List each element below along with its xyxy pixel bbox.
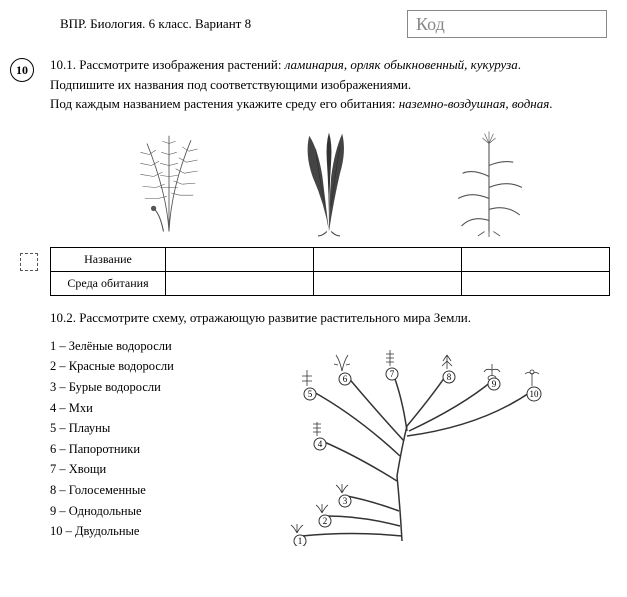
answer-cell[interactable]: [314, 247, 462, 271]
node-8: 8: [443, 371, 455, 383]
legend-item: 5 – Плауны: [50, 418, 230, 439]
doc-title: ВПР. Биология. 6 класс. Вариант 8: [60, 16, 407, 32]
answer-cell[interactable]: [462, 271, 610, 295]
row-label-name: Название: [51, 247, 166, 271]
svg-text:8: 8: [447, 372, 452, 382]
task-102-text: 10.2. Рассмотрите схему, отражающую разв…: [50, 310, 607, 326]
question-number-badge: 10: [10, 58, 34, 82]
legend-item: 2 – Красные водоросли: [50, 356, 230, 377]
plant-kelp-icon: [274, 127, 384, 237]
node-7: 7: [386, 368, 398, 380]
legend-item: 4 – Мхи: [50, 398, 230, 419]
svg-text:6: 6: [343, 374, 348, 384]
answer-cell[interactable]: [314, 271, 462, 295]
svg-text:7: 7: [390, 369, 395, 379]
legend-item: 7 – Хвощи: [50, 459, 230, 480]
answer-cell[interactable]: [166, 247, 314, 271]
evolution-tree-diagram: 1 2 3 4 5 6 7 8 9 10: [242, 336, 607, 550]
svg-text:10: 10: [530, 389, 540, 399]
answer-table: Название Среда обитания: [50, 247, 610, 296]
svg-text:5: 5: [308, 389, 313, 399]
plant-images-row: [50, 127, 607, 237]
answer-marker-box: [20, 253, 38, 271]
svg-text:9: 9: [492, 379, 497, 389]
habitat-list: наземно-воздушная, водная: [399, 96, 550, 111]
task-101-line2: Подпишите их названия под соответствующи…: [50, 76, 607, 94]
legend-item: 8 – Голосеменные: [50, 480, 230, 501]
plant-fern-icon: [114, 127, 224, 237]
legend-list: 1 – Зелёные водоросли 2 – Красные водоро…: [50, 336, 230, 550]
answer-cell[interactable]: [166, 271, 314, 295]
task-101-line3: Под каждым названием растения укажите ср…: [50, 95, 607, 113]
text: .: [518, 57, 521, 72]
node-9: 9: [488, 378, 500, 390]
task-101-line1: 10.1. Рассмотрите изображения растений: …: [50, 56, 607, 74]
node-4: 4: [314, 438, 326, 450]
code-input-box[interactable]: Код: [407, 10, 607, 38]
node-5: 5: [304, 388, 316, 400]
legend-item: 6 – Папоротники: [50, 439, 230, 460]
svg-text:1: 1: [298, 536, 303, 546]
legend-item: 3 – Бурые водоросли: [50, 377, 230, 398]
svg-text:2: 2: [323, 516, 328, 526]
text: .: [549, 96, 552, 111]
table-row: Среда обитания: [51, 271, 610, 295]
row-label-habitat: Среда обитания: [51, 271, 166, 295]
table-row: Название: [51, 247, 610, 271]
species-list: ламинария, орляк обыкновенный, кукуруза: [285, 57, 518, 72]
node-6: 6: [339, 373, 351, 385]
node-2: 2: [319, 515, 331, 527]
node-1: 1: [294, 535, 306, 546]
svg-text:3: 3: [343, 496, 348, 506]
svg-text:4: 4: [318, 439, 323, 449]
node-3: 3: [339, 495, 351, 507]
answer-cell[interactable]: [462, 247, 610, 271]
node-10: 10: [527, 387, 541, 401]
legend-item: 9 – Однодольные: [50, 501, 230, 522]
plant-corn-icon: [434, 127, 544, 237]
text: 10.1. Рассмотрите изображения растений:: [50, 57, 285, 72]
legend-item: 1 – Зелёные водоросли: [50, 336, 230, 357]
legend-item: 10 – Двудольные: [50, 521, 230, 542]
text: Под каждым названием растения укажите ср…: [50, 96, 399, 111]
